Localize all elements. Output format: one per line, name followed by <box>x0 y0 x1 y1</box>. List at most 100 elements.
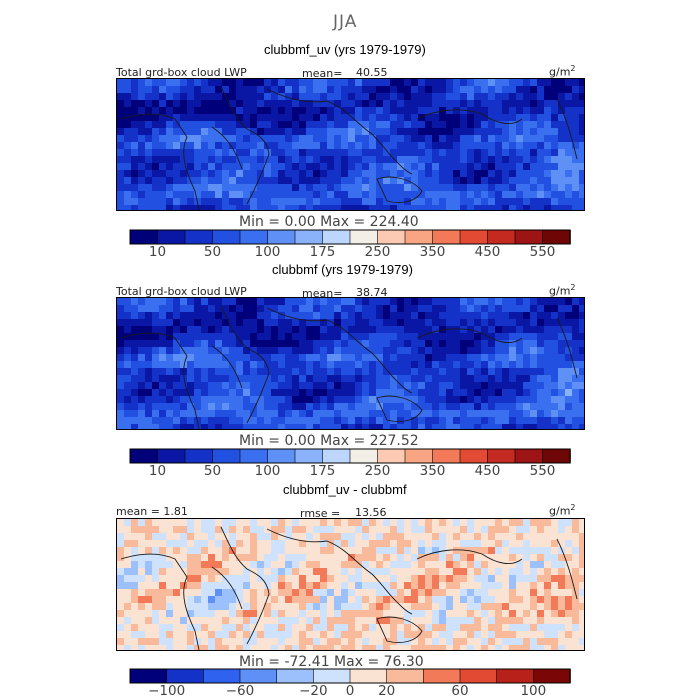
map-cell <box>341 305 349 313</box>
map-cell <box>243 589 251 597</box>
map-cell <box>341 561 349 569</box>
map-cell <box>397 389 405 397</box>
map-cell <box>292 417 300 425</box>
map-cell <box>278 149 286 157</box>
map-cell <box>320 191 328 199</box>
map-cell <box>537 354 545 362</box>
map-cell <box>187 319 195 327</box>
map-cell <box>208 114 216 122</box>
map-cell <box>509 603 517 611</box>
colorbar-swatch <box>239 448 269 464</box>
map-cell <box>236 582 244 590</box>
map-cell <box>495 198 503 206</box>
map-cell <box>439 575 447 583</box>
map-cell <box>383 424 391 429</box>
map-cell <box>292 519 300 527</box>
colorbar-tick-label: 0 <box>345 683 355 699</box>
map-cell <box>397 114 405 122</box>
map-cell <box>236 177 244 185</box>
map-cell <box>397 177 405 185</box>
map-cell <box>334 333 342 341</box>
map-cell <box>453 424 461 429</box>
map-cell <box>488 354 496 362</box>
map-cell <box>544 589 552 597</box>
map-cell <box>194 361 202 369</box>
map-cell <box>201 128 209 136</box>
map-cell <box>306 79 314 87</box>
map-cell <box>222 347 230 355</box>
map-cell <box>313 526 321 534</box>
map-cell <box>579 333 584 341</box>
map-cell <box>327 533 335 541</box>
map-cell <box>215 340 223 348</box>
map-cell <box>285 156 293 164</box>
map-cell <box>180 547 188 555</box>
map-cell <box>537 561 545 569</box>
map-cell <box>467 205 475 210</box>
map-cell <box>446 389 454 397</box>
map-cell <box>362 526 370 534</box>
map-cell <box>516 645 524 650</box>
map-cell <box>453 326 461 334</box>
map-cell <box>222 368 230 376</box>
map-cell <box>558 156 566 164</box>
map-cell <box>208 170 216 178</box>
map-cell <box>236 79 244 87</box>
map-cell <box>432 93 440 101</box>
map-cell <box>180 396 188 404</box>
map-cell <box>481 333 489 341</box>
map-cell <box>446 156 454 164</box>
map-cell <box>502 403 510 411</box>
map-cell <box>558 149 566 157</box>
map-cell <box>460 603 468 611</box>
map-cell <box>425 410 433 418</box>
map-cell <box>579 121 584 129</box>
map-cell <box>474 417 482 425</box>
map-cell <box>180 184 188 192</box>
map-cell <box>502 389 510 397</box>
map-cell <box>404 424 412 429</box>
map-cell <box>432 575 440 583</box>
map-cell <box>404 368 412 376</box>
map-cell <box>544 163 552 171</box>
map-cell <box>208 424 216 429</box>
map-cell <box>131 610 139 618</box>
map-cell <box>138 631 146 639</box>
map-cell <box>194 424 202 429</box>
map-cell <box>481 603 489 611</box>
map-cell <box>299 389 307 397</box>
map-cell <box>124 368 132 376</box>
map-cell <box>145 610 153 618</box>
map-cell <box>180 403 188 411</box>
map-cell <box>516 93 524 101</box>
map-cell <box>474 410 482 418</box>
map-cell <box>208 205 216 210</box>
map-cell <box>306 575 314 583</box>
map-cell <box>257 163 265 171</box>
map-cell <box>250 114 258 122</box>
map-cell <box>152 396 160 404</box>
map-cell <box>180 519 188 527</box>
map-cell <box>348 347 356 355</box>
map-cell <box>516 319 524 327</box>
map-cell <box>383 333 391 341</box>
map-cell <box>439 624 447 632</box>
map-cell <box>383 305 391 313</box>
map-cell <box>579 645 584 650</box>
colorbar-swatch <box>542 448 571 464</box>
map-cell <box>495 184 503 192</box>
map-cell <box>145 170 153 178</box>
map-cell <box>467 645 475 650</box>
map-cell <box>579 149 584 157</box>
map-cell <box>166 319 174 327</box>
map-cell <box>334 375 342 383</box>
map-cell <box>544 198 552 206</box>
map-cell <box>264 624 272 632</box>
map-cell <box>383 205 391 210</box>
map-cell <box>572 519 580 527</box>
map-cell <box>495 312 503 320</box>
map-cell <box>215 156 223 164</box>
map-cell <box>292 610 300 618</box>
map-cell <box>467 533 475 541</box>
map-cell <box>159 417 167 425</box>
